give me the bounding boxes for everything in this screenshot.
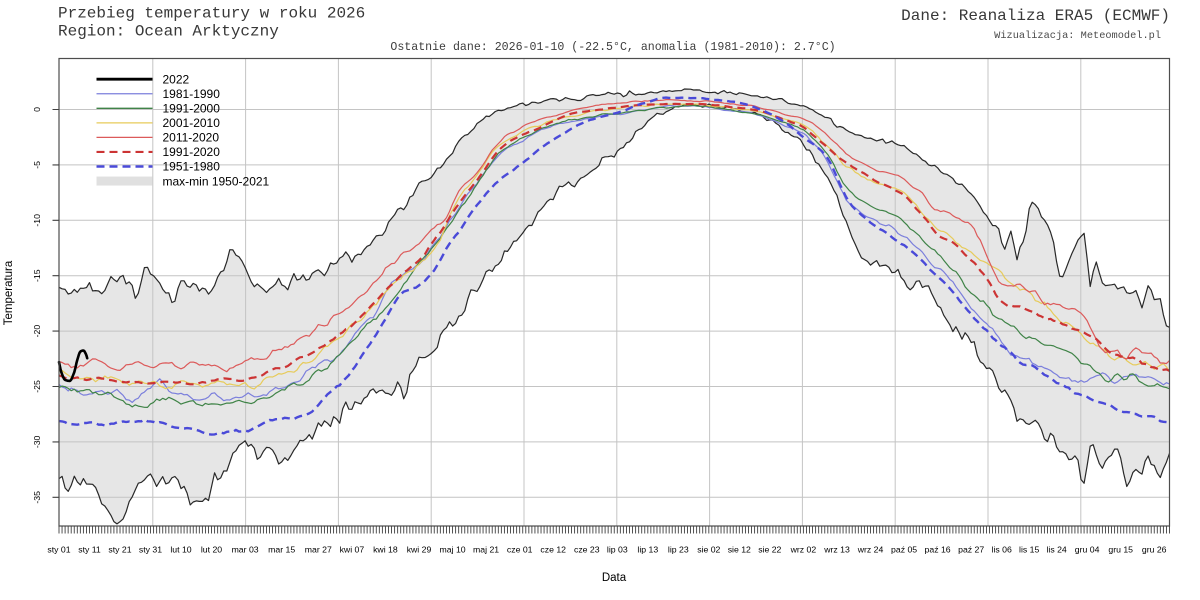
- svg-text:kwi 07: kwi 07: [340, 544, 365, 554]
- svg-text:Dane: Reanaliza ERA5 (ECMWF): Dane: Reanaliza ERA5 (ECMWF): [901, 7, 1170, 25]
- svg-text:Region: Ocean Arktyczny: Region: Ocean Arktyczny: [58, 23, 279, 41]
- svg-text:Ostatnie dane: 2026-01-10 (-22: Ostatnie dane: 2026-01-10 (-22.5°C, anom…: [390, 41, 835, 54]
- svg-text:kwi 18: kwi 18: [373, 544, 398, 554]
- svg-text:sie 22: sie 22: [758, 544, 781, 554]
- svg-text:mar 03: mar 03: [232, 544, 259, 554]
- svg-text:1991-2000: 1991-2000: [163, 102, 221, 116]
- svg-text:mar 27: mar 27: [305, 544, 332, 554]
- svg-text:paź 16: paź 16: [925, 544, 951, 554]
- svg-text:sty 21: sty 21: [108, 544, 131, 554]
- svg-text:paź 05: paź 05: [891, 544, 917, 554]
- svg-text:cze 01: cze 01: [507, 544, 533, 554]
- svg-text:-15: -15: [32, 269, 42, 282]
- svg-text:gru 26: gru 26: [1142, 544, 1167, 554]
- svg-text:gru 04: gru 04: [1075, 544, 1100, 554]
- svg-text:wrz 02: wrz 02: [790, 544, 817, 554]
- svg-text:paź 27: paź 27: [958, 544, 984, 554]
- svg-text:wrz 13: wrz 13: [823, 544, 850, 554]
- svg-text:1991-2020: 1991-2020: [163, 145, 221, 159]
- svg-text:1981-1990: 1981-1990: [163, 87, 221, 101]
- svg-text:maj 21: maj 21: [473, 544, 499, 554]
- svg-text:-25: -25: [32, 380, 42, 393]
- svg-text:2022: 2022: [163, 72, 190, 86]
- svg-text:sie 02: sie 02: [697, 544, 720, 554]
- svg-text:kwi 29: kwi 29: [407, 544, 432, 554]
- svg-text:lip 13: lip 13: [637, 544, 658, 554]
- svg-text:Wizualizacja: Meteomodel.pl: Wizualizacja: Meteomodel.pl: [994, 30, 1161, 42]
- svg-text:Przebieg temperatury w roku 20: Przebieg temperatury w roku 2026: [58, 5, 365, 23]
- svg-text:sie 12: sie 12: [728, 544, 751, 554]
- svg-text:-35: -35: [32, 491, 42, 504]
- svg-text:lut 20: lut 20: [201, 544, 222, 554]
- svg-text:1951-1980: 1951-1980: [163, 160, 221, 174]
- svg-text:-5: -5: [32, 161, 42, 169]
- svg-text:Data: Data: [602, 572, 627, 584]
- svg-text:lip 23: lip 23: [668, 544, 689, 554]
- svg-text:sty 11: sty 11: [78, 544, 101, 554]
- svg-text:maj 10: maj 10: [440, 544, 466, 554]
- svg-text:cze 23: cze 23: [574, 544, 600, 554]
- svg-text:max-min 1950-2021: max-min 1950-2021: [163, 174, 270, 188]
- svg-text:sty 31: sty 31: [139, 544, 162, 554]
- svg-text:-30: -30: [32, 435, 42, 448]
- svg-text:lis 24: lis 24: [1046, 544, 1066, 554]
- svg-text:lis 15: lis 15: [1019, 544, 1039, 554]
- svg-text:0: 0: [32, 107, 42, 112]
- svg-text:lis 06: lis 06: [992, 544, 1012, 554]
- svg-text:cze 12: cze 12: [540, 544, 566, 554]
- svg-text:mar 15: mar 15: [268, 544, 295, 554]
- svg-text:lip 03: lip 03: [607, 544, 628, 554]
- svg-text:-10: -10: [32, 214, 42, 227]
- svg-text:Temperatura: Temperatura: [3, 260, 15, 325]
- svg-text:2011-2020: 2011-2020: [163, 131, 220, 145]
- svg-text:-20: -20: [32, 325, 42, 338]
- svg-text:sty 01: sty 01: [47, 544, 70, 554]
- svg-text:2001-2010: 2001-2010: [163, 116, 221, 130]
- svg-text:wrz 24: wrz 24: [857, 544, 884, 554]
- svg-text:gru 15: gru 15: [1108, 544, 1133, 554]
- svg-text:lut 10: lut 10: [170, 544, 191, 554]
